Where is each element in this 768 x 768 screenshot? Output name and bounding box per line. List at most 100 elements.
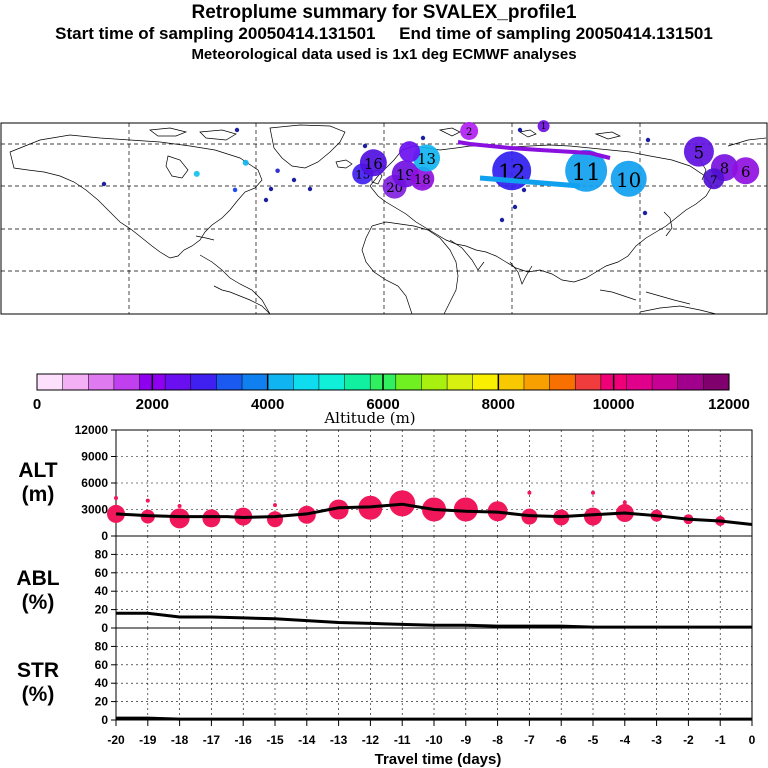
colorbar-tick-label: 6000 [366, 396, 399, 413]
colorbar-cell [36, 373, 64, 391]
altitude-dot [114, 496, 118, 501]
colorbar-cell [498, 373, 525, 391]
y-axis-label-unit: (%) [22, 683, 55, 706]
colorbar-cell [190, 373, 217, 391]
panel-str: 0 20 40 60 80 STR(%) [17, 627, 753, 727]
altitude-mean-line [115, 502, 753, 527]
altitude-bubble [169, 508, 190, 529]
coastline-segment [269, 124, 346, 169]
colorbar-tick-label: 12000 [708, 396, 750, 413]
plume-position-marker [565, 149, 608, 192]
x-tick-label: -18 [171, 733, 189, 747]
plume-day-label: 11 [571, 160, 600, 186]
x-tick-label: -5 [588, 733, 599, 747]
y-tick-label: 40 [95, 584, 109, 598]
y-tick-label: 60 [95, 658, 109, 672]
sampling-time-line: Start time of sampling 20050414.131501 E… [55, 24, 713, 43]
plume-day-label: 8 [720, 160, 729, 178]
coastline-segment [213, 285, 271, 315]
plume-position-marker [537, 120, 550, 133]
coastline-segment [9, 134, 263, 259]
y-axis-label-name: ALT [18, 459, 57, 482]
x-tick-label: -15 [266, 733, 284, 747]
colorbar-cell [651, 373, 679, 391]
coastline-segment [165, 155, 189, 179]
altitude-bubble [328, 499, 349, 520]
plume-day-label: 1 [541, 122, 547, 132]
colorbar-tick-label: 2000 [136, 396, 169, 413]
altitude-bubble [202, 509, 221, 528]
plume-position-marker [410, 166, 435, 191]
y-axis-label-unit: (%) [22, 591, 55, 614]
y-tick-label: 0 [101, 713, 108, 727]
altitude-bubble [267, 511, 283, 528]
plume-trace-dot [645, 137, 651, 143]
y-tick-label: 0 [101, 621, 108, 635]
plume-position-marker [359, 149, 387, 177]
plume-trace-dot [234, 127, 240, 133]
y-tick-label: 0 [101, 529, 108, 543]
x-tick-label: -1 [715, 733, 726, 747]
coastline-segment [371, 221, 459, 315]
plume-day-label: 6 [741, 163, 750, 181]
coastline-segment [509, 261, 533, 285]
x-tick-label: -10 [425, 733, 443, 747]
colorbar-tick-label: 8000 [482, 396, 515, 413]
trajectory-line [479, 175, 581, 189]
coastline-segment [663, 211, 673, 237]
y-tick-label: 20 [95, 695, 109, 709]
y-tick-label: 6000 [81, 476, 108, 490]
trajectory-line [457, 140, 611, 160]
colorbar-cell [164, 373, 192, 391]
coastline-segment [639, 305, 717, 315]
colorbar-tick-label: 0 [33, 396, 41, 413]
x-tick-label: 0 [749, 733, 756, 747]
y-tick-label: 12000 [75, 423, 109, 437]
x-tick-label: -12 [362, 733, 380, 747]
x-tick-label: -14 [298, 733, 316, 747]
y-axis-label-name: STR [17, 659, 59, 682]
y-tick-label: 3000 [81, 503, 108, 517]
plume-day-label: 7 [710, 172, 717, 186]
plume-trace-dot [420, 135, 426, 141]
altitude-bubble [453, 497, 478, 522]
plume-day-label: 19 [396, 166, 415, 184]
plume-trace-dot [268, 186, 274, 192]
met-data-line: Meteorological data used is 1x1 deg ECMW… [191, 46, 577, 63]
colorbar-cell [395, 373, 422, 391]
coastline-segment [594, 131, 622, 140]
coastline-segment [195, 235, 215, 241]
coastline-segment [449, 239, 485, 271]
panel-alt: 0 3000 6000 9000 12000 ALT(m) [18, 423, 753, 543]
coastline-segment [199, 254, 271, 315]
y-tick-label: 40 [95, 676, 109, 690]
plume-trace-dot [512, 204, 518, 210]
plume-day-label: 2 [466, 127, 472, 138]
colorbar-cell [113, 373, 141, 391]
x-tick-label: -19 [139, 733, 157, 747]
plume-trace-dot [263, 197, 269, 203]
plume-trace-dot [642, 210, 648, 216]
figure-title: Retroplume summary for SVALEX_profile1 [191, 2, 577, 23]
altitude-dot [591, 490, 595, 495]
y-axis-label-unit: (m) [22, 483, 55, 506]
plume-trace-dot [499, 217, 505, 223]
coastline-segment [438, 127, 461, 137]
colorbar-cell [293, 373, 320, 391]
coastline-segment [361, 225, 413, 315]
colorbar-cell [62, 373, 89, 391]
y-axis-label-name: ABL [16, 567, 59, 590]
plume-trace-dot [101, 181, 107, 187]
plume-position-marker [242, 159, 249, 166]
plume-trace-dot [521, 187, 527, 193]
colorbar-cell [574, 373, 602, 391]
y-tick-label: 20 [95, 603, 109, 617]
altitude-dot [145, 498, 150, 503]
y-tick-label: 80 [95, 547, 109, 561]
plume-day-label: 5 [694, 143, 705, 162]
plume-trace-dot [362, 143, 368, 149]
altitude-bubble [584, 507, 602, 526]
colorbar-cell [523, 373, 551, 391]
